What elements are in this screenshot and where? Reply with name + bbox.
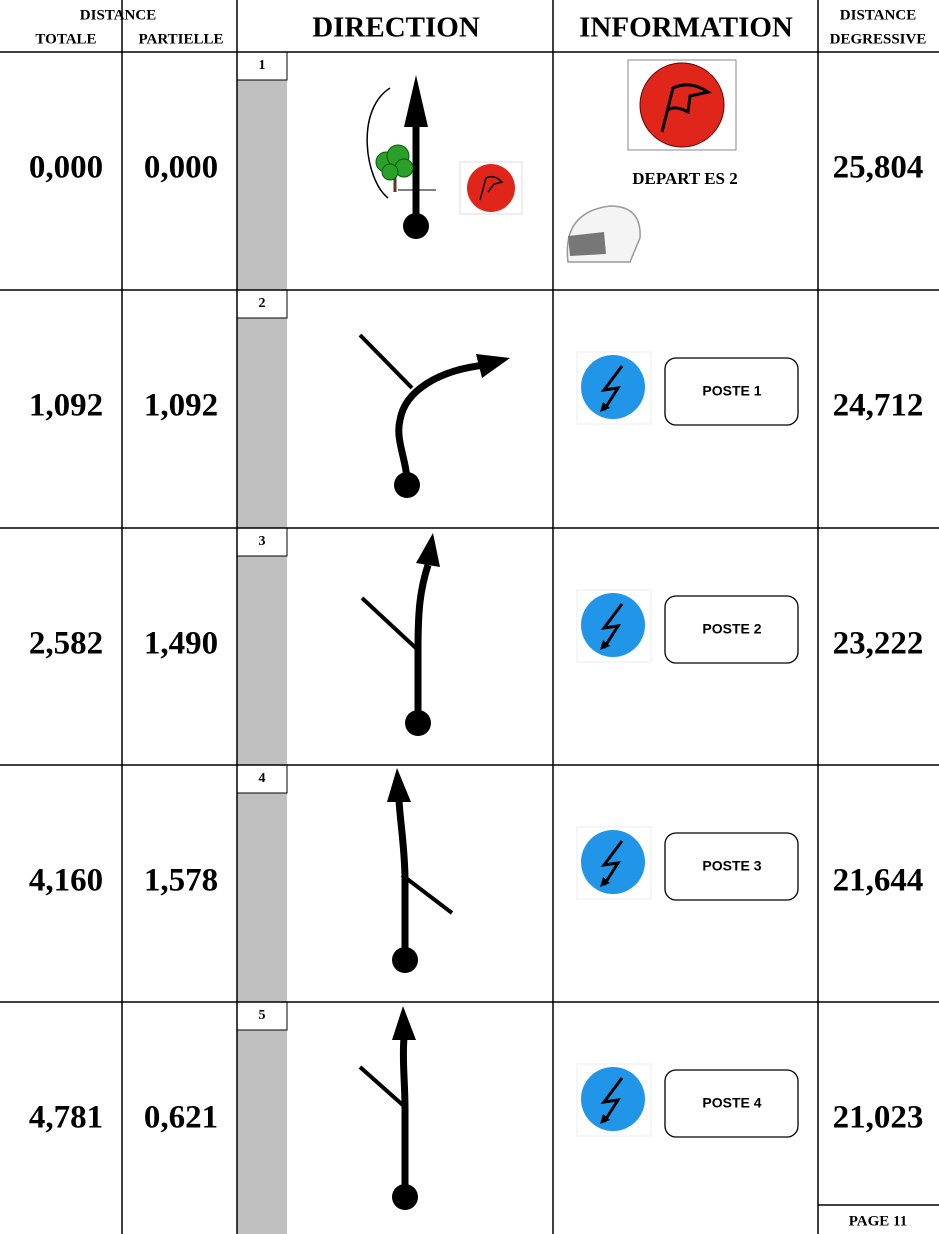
- gray-strip: [237, 290, 287, 528]
- power-bolt: [600, 840, 624, 886]
- distance-partial: 1,490: [144, 626, 218, 662]
- route: [395, 361, 486, 484]
- branch: [400, 873, 454, 915]
- branch: [358, 333, 414, 390]
- distance-remaining: 25,804: [833, 150, 924, 186]
- power-icon: [581, 1067, 645, 1131]
- power-bolt-tip: [600, 877, 610, 887]
- route: [395, 799, 409, 958]
- distance-partial: 1,092: [144, 388, 218, 424]
- gray-strip: [237, 52, 287, 290]
- number-box: [236, 289, 288, 319]
- power-bolt-tip: [600, 402, 610, 412]
- distance-total: 2,582: [29, 626, 103, 662]
- power-bolt: [600, 603, 624, 649]
- number-box: [236, 764, 288, 794]
- gray-strip: [237, 1002, 287, 1234]
- info-text: POSTE 2: [702, 621, 761, 637]
- flag-small-mark: [479, 175, 504, 201]
- flag: [639, 62, 725, 148]
- number-box: [236, 1001, 288, 1031]
- info-text: POSTE 1: [702, 383, 761, 399]
- number-box: [236, 51, 288, 81]
- route: [414, 563, 432, 722]
- power-bolt: [600, 1077, 624, 1123]
- arrow-head: [416, 533, 440, 567]
- distance-total: 4,781: [29, 1100, 103, 1136]
- distance-partial: 0,000: [144, 150, 218, 186]
- distance-remaining: 21,644: [833, 863, 924, 899]
- distance-remaining: 23,222: [833, 626, 924, 662]
- row-number: 1: [259, 58, 266, 73]
- row-number: 5: [259, 1008, 266, 1023]
- header-degressive: DISTANCE: [840, 7, 916, 23]
- row-number: 2: [259, 296, 266, 311]
- power-bolt-tip: [600, 1114, 610, 1124]
- helmet-visor: [568, 232, 606, 256]
- distance-remaining: 21,023: [833, 1100, 924, 1136]
- power-icon: [581, 830, 645, 894]
- header-partielle: PARTIELLE: [138, 31, 223, 47]
- start-dot: [403, 213, 429, 239]
- distance-total: 1,092: [29, 388, 103, 424]
- side-curve: [366, 87, 391, 199]
- info-text: POSTE 3: [702, 858, 761, 874]
- header-degressive: DEGRESSIVE: [830, 31, 927, 47]
- route: [399, 1037, 409, 1195]
- poste-box: [664, 1069, 799, 1138]
- header-information: INFORMATION: [579, 12, 793, 44]
- start-dot: [392, 947, 418, 973]
- poste-box: [664, 357, 799, 426]
- gray-strip: [237, 765, 287, 1003]
- header-distance: DISTANCE: [80, 7, 156, 23]
- start-dot: [405, 710, 431, 736]
- info-text: DEPART ES 2: [632, 169, 738, 188]
- arrow-head: [387, 768, 411, 802]
- info-text: POSTE 4: [702, 1095, 761, 1111]
- row-number: 3: [259, 534, 266, 549]
- start-dot: [392, 1184, 418, 1210]
- flag-mark: [660, 83, 712, 133]
- arrow-head: [392, 1006, 416, 1040]
- branch: [360, 596, 420, 652]
- distance-partial: 1,578: [144, 863, 218, 899]
- poste-box: [664, 832, 799, 901]
- row-number: 4: [259, 771, 266, 786]
- tree: [381, 163, 399, 181]
- poste-box: [664, 595, 799, 664]
- distance-total: 0,000: [29, 150, 103, 186]
- header-totale: TOTALE: [35, 31, 96, 47]
- distance-partial: 0,621: [144, 1100, 218, 1136]
- branch: [358, 1065, 407, 1109]
- arrow-head: [404, 75, 428, 127]
- power-bolt: [600, 365, 624, 411]
- distance-total: 4,160: [29, 863, 103, 899]
- distance-remaining: 24,712: [833, 388, 924, 424]
- power-icon: [581, 355, 645, 419]
- power-bolt-tip: [600, 640, 610, 650]
- power-icon: [581, 593, 645, 657]
- gray-strip: [237, 528, 287, 766]
- arrow-head: [476, 354, 510, 378]
- start-dot: [394, 472, 420, 498]
- number-box: [236, 527, 288, 557]
- page-number: PAGE 11: [849, 1213, 907, 1229]
- header-direction: DIRECTION: [312, 12, 480, 44]
